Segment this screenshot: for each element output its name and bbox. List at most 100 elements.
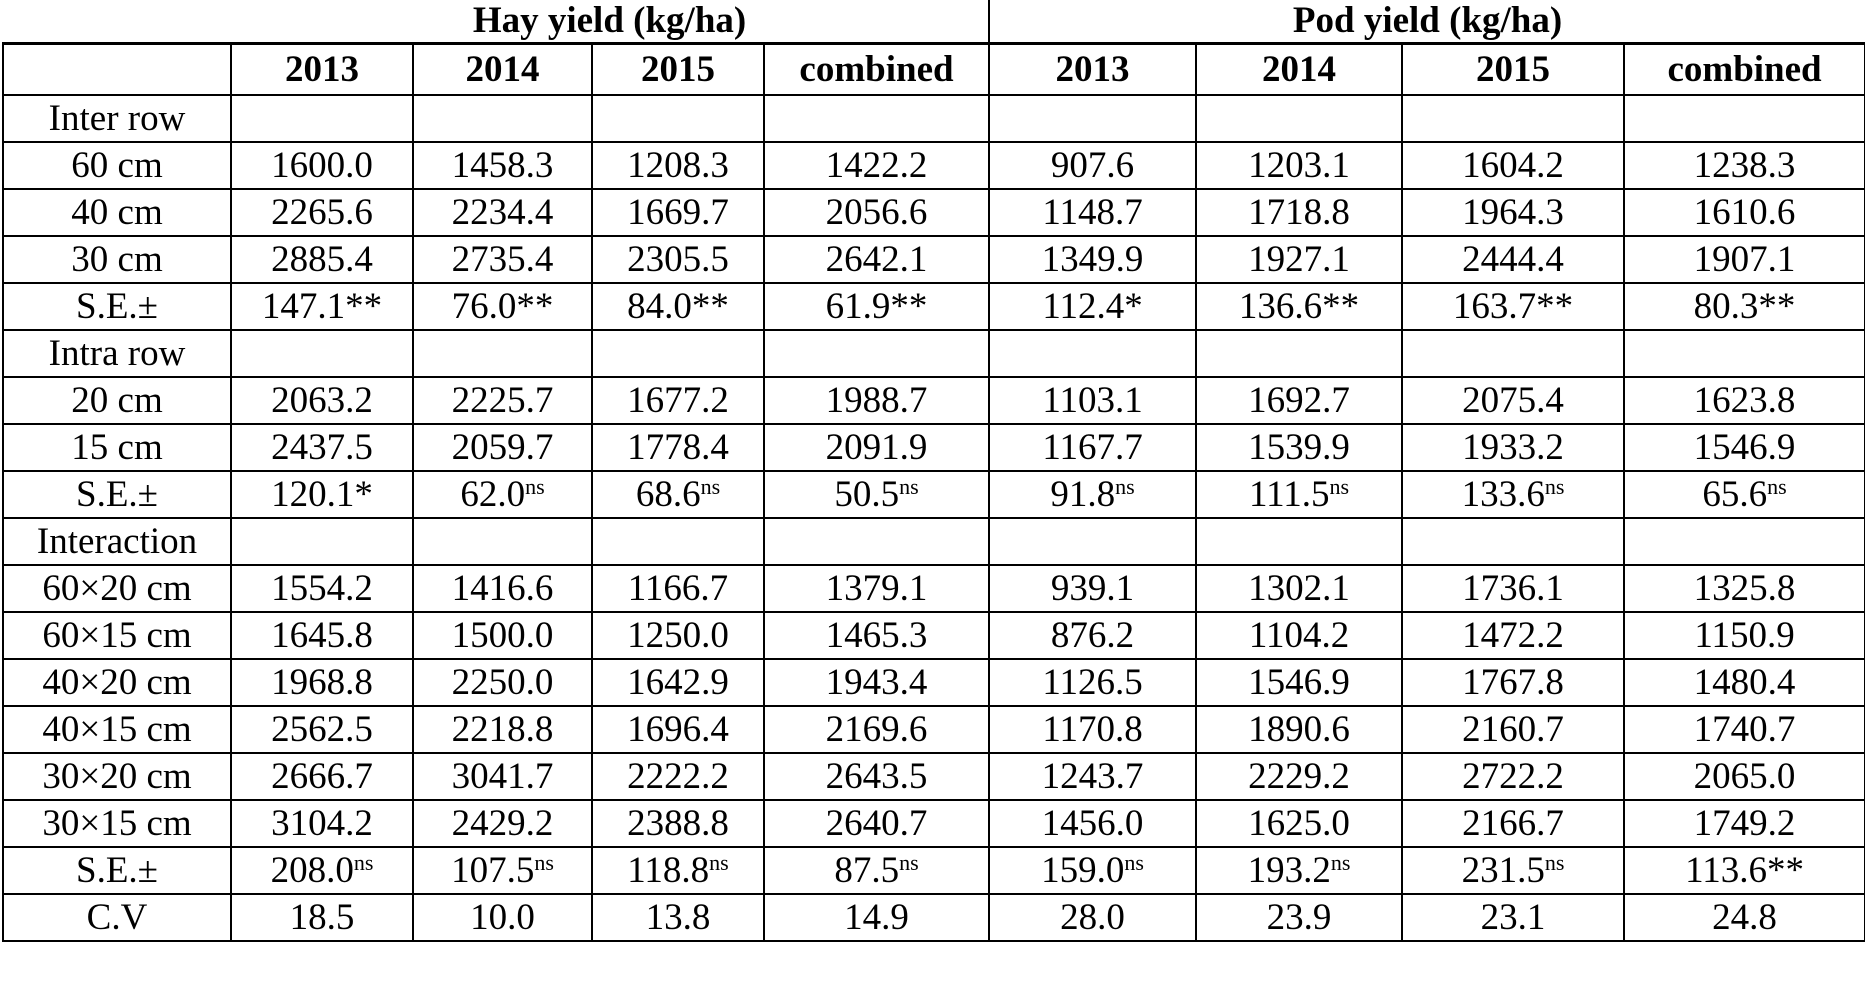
table-cell: 1166.7 xyxy=(591,564,765,613)
column-header: 2014 xyxy=(1195,42,1404,96)
significance: ns xyxy=(1115,474,1135,499)
row-label: 60×20 cm xyxy=(2,564,232,613)
table-body: Hay yield (kg/ha) Pod yield (kg/ha) 2013 20… xyxy=(2,0,1865,942)
column-header: 2014 xyxy=(412,42,593,96)
table-cell: 1767.8 xyxy=(1401,658,1626,707)
table-cell: 1238.3 xyxy=(1623,141,1865,190)
table-cell: 120.1* xyxy=(230,470,414,519)
table-cell: 2643.5 xyxy=(762,752,991,801)
table-cell: 50.5ns xyxy=(762,470,991,519)
row-label: 60×15 cm xyxy=(2,611,232,660)
significance: ns xyxy=(899,474,919,499)
table-cell xyxy=(762,94,991,143)
table-cell xyxy=(591,94,765,143)
table-cell: 18.5 xyxy=(230,893,414,942)
table-cell: 1170.8 xyxy=(988,705,1198,754)
table-cell: 231.5ns xyxy=(1401,846,1626,895)
table-cell: 107.5ns xyxy=(412,846,593,895)
table-cell: 1379.1 xyxy=(762,564,991,613)
table-cell: 118.8ns xyxy=(591,846,765,895)
table-cell: 2091.9 xyxy=(762,423,991,472)
row-label: Interaction xyxy=(2,517,232,566)
table-cell: 2065.0 xyxy=(1623,752,1865,801)
table-cell: 2063.2 xyxy=(230,376,414,425)
table-cell: 1302.1 xyxy=(1195,564,1404,613)
table-cell: 1148.7 xyxy=(988,188,1198,237)
significance: ns xyxy=(1329,474,1350,499)
table-cell: 2218.8 xyxy=(412,705,593,754)
significance: ns xyxy=(525,474,545,499)
table-cell: 1718.8 xyxy=(1195,188,1404,237)
table-cell: 1740.7 xyxy=(1623,705,1865,754)
table-cell: 1677.2 xyxy=(591,376,765,425)
table-cell: 62.0ns xyxy=(412,470,593,519)
row-label: 30 cm xyxy=(2,235,232,284)
table-cell xyxy=(1195,94,1404,143)
table-row: 30 cm 2885.4 2735.4 2305.5 2642.1 1349.9 1927.… xyxy=(2,235,1865,284)
table-row: 60×15 cm 1645.8 1500.0 1250.0 1465.3 876.2 110… xyxy=(2,611,1865,660)
table-cell: 2437.5 xyxy=(230,423,414,472)
table-cell: 2222.2 xyxy=(591,752,765,801)
column-header: combined xyxy=(1623,42,1865,96)
cell-value: 107.5 xyxy=(451,850,535,891)
table-cell: 1623.8 xyxy=(1623,376,1865,425)
table-cell: 112.4* xyxy=(988,282,1198,331)
column-header: combined xyxy=(762,42,991,96)
table-cell: 2059.7 xyxy=(412,423,593,472)
row-label: 30×20 cm xyxy=(2,752,232,801)
table-cell: 1749.2 xyxy=(1623,799,1865,848)
table-cell: 1546.9 xyxy=(1623,423,1865,472)
table-cell: 2735.4 xyxy=(412,235,593,284)
table-cell: 1933.2 xyxy=(1401,423,1626,472)
group-header: Pod yield (kg/ha) xyxy=(989,0,1865,45)
table-cell: 1554.2 xyxy=(230,564,414,613)
table-cell: 1416.6 xyxy=(412,564,593,613)
table-cell: 14.9 xyxy=(762,893,991,942)
significance: ns xyxy=(1330,850,1351,875)
column-header: 2015 xyxy=(591,42,765,96)
table-cell xyxy=(412,517,593,566)
cell-value: 159.0 xyxy=(1041,850,1125,891)
table-cell xyxy=(1623,329,1865,378)
table-cell: 1890.6 xyxy=(1195,705,1404,754)
row-label: C.V xyxy=(2,893,232,942)
table-cell: 1778.4 xyxy=(591,423,765,472)
significance: ns xyxy=(1544,850,1565,875)
table-cell: 876.2 xyxy=(988,611,1198,660)
cell-value: 87.5 xyxy=(834,850,900,891)
table-cell: 1243.7 xyxy=(988,752,1198,801)
table-row: Intra row xyxy=(2,329,1865,378)
table-cell: 2225.7 xyxy=(412,376,593,425)
table-cell: 111.5ns xyxy=(1195,470,1404,519)
table-cell: 1458.3 xyxy=(412,141,593,190)
table-cell xyxy=(1401,517,1626,566)
table-cell: 2722.2 xyxy=(1401,752,1626,801)
cell-value: 118.8 xyxy=(627,850,710,891)
table-row: S.E.± 208.0ns 107.5ns 118.8ns 87.5ns 159.0ns 1… xyxy=(2,846,1865,895)
corner-cell xyxy=(3,0,231,45)
table-cell: 113.6** xyxy=(1623,846,1865,895)
row-label: 40×20 cm xyxy=(2,658,232,707)
table-cell: 2166.7 xyxy=(1401,799,1626,848)
table-cell: 2388.8 xyxy=(591,799,765,848)
table-cell: 1500.0 xyxy=(412,611,593,660)
table-cell: 1250.0 xyxy=(591,611,765,660)
table-cell xyxy=(230,517,414,566)
table-cell: 24.8 xyxy=(1623,893,1865,942)
table-cell: 2265.6 xyxy=(230,188,414,237)
table-cell: 147.1** xyxy=(230,282,414,331)
row-label: 20 cm xyxy=(2,376,232,425)
table-cell: 2250.0 xyxy=(412,658,593,707)
table-cell: 1907.1 xyxy=(1623,235,1865,284)
table-cell: 1927.1 xyxy=(1195,235,1404,284)
table-cell: 61.9** xyxy=(762,282,991,331)
table-cell xyxy=(230,329,414,378)
table-cell: 907.6 xyxy=(988,141,1198,190)
table-cell: 2160.7 xyxy=(1401,705,1626,754)
table-cell: 1465.3 xyxy=(762,611,991,660)
table-cell: 208.0ns xyxy=(230,846,414,895)
table-cell: 1625.0 xyxy=(1195,799,1404,848)
table-cell: 136.6** xyxy=(1195,282,1404,331)
table-cell: 1988.7 xyxy=(762,376,991,425)
table-cell: 10.0 xyxy=(412,893,593,942)
